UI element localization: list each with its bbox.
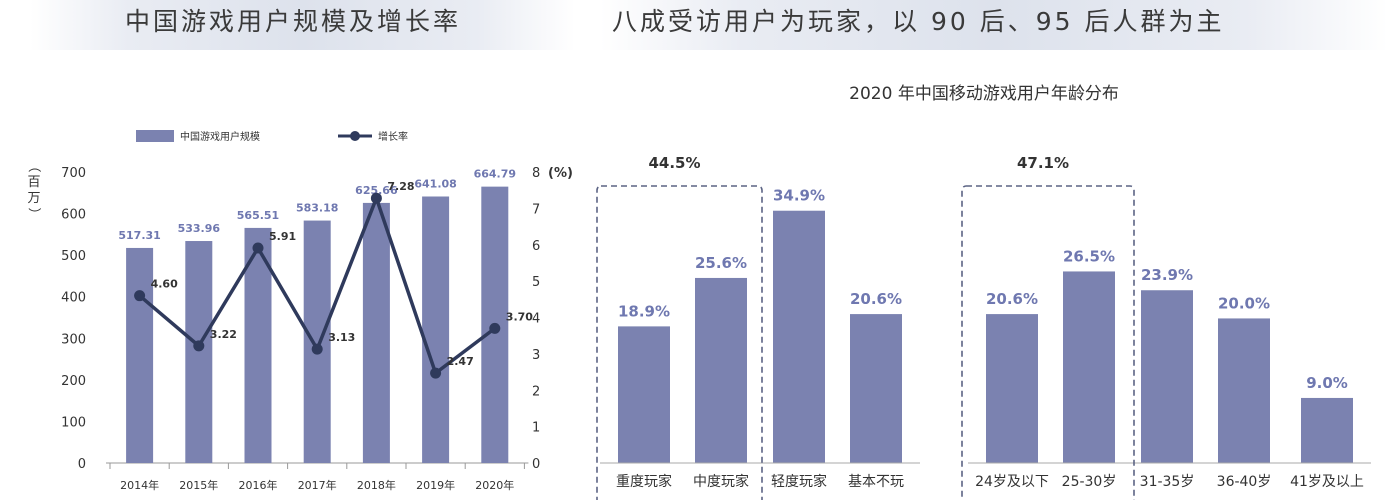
y-right-tick-label: 6 [532, 239, 540, 254]
right-title-band [600, 0, 1388, 50]
growth-rate-point [370, 192, 382, 204]
user-scale-bar-label: 641.08 [414, 177, 456, 190]
user-scale-bar [422, 196, 450, 463]
user-scale-bar [244, 227, 272, 463]
y-left-tick-label: 200 [61, 374, 86, 389]
growth-rate-point [311, 343, 323, 355]
growth-rate-point [134, 290, 146, 302]
distribution-bar [618, 326, 670, 463]
y-left-axis-label-char: （ [26, 159, 41, 172]
y-left-tick-label: 700 [61, 166, 86, 181]
distribution-bar-label: 23.9% [1141, 266, 1193, 284]
growth-rate-label: 5.91 [269, 230, 296, 243]
user-scale-bar-label: 565.51 [237, 209, 279, 222]
distribution-category-label: 31-35岁 [1140, 474, 1195, 490]
bracket-total-label: 47.1% [1017, 154, 1069, 172]
y-left-tick-label: 500 [61, 249, 86, 264]
distribution-bar [1063, 271, 1115, 463]
distribution-category-label: 基本不玩 [848, 473, 904, 490]
growth-rate-point [252, 242, 264, 254]
distribution-bar [695, 277, 747, 463]
growth-rate-label: 3.22 [210, 328, 237, 341]
distribution-bar [1141, 290, 1193, 463]
growth-rate-label: 7.28 [387, 180, 414, 193]
user-scale-bar-label: 664.79 [474, 168, 516, 181]
growth-rate-label: 2.47 [447, 355, 474, 368]
y-left-tick-label: 400 [61, 291, 86, 306]
distribution-bar-label: 9.0% [1306, 374, 1348, 392]
growth-rate-point [193, 340, 205, 352]
y-right-tick-label: 0 [532, 457, 540, 472]
user-scale-bar [126, 247, 154, 463]
distribution-category-label: 25-30岁 [1062, 474, 1117, 490]
distribution-bar [986, 314, 1038, 463]
legend-bar-label: 中国游戏用户规模 [180, 130, 260, 143]
user-scale-bar [362, 202, 390, 463]
x-tick-label: 2017年 [298, 478, 337, 492]
user-scale-bar-label: 533.96 [178, 222, 221, 235]
dashed-bracket [961, 185, 1135, 500]
distribution-bar-label: 26.5% [1063, 247, 1115, 265]
distribution-bar [850, 314, 902, 463]
age-chart-title: 2020 年中国移动游戏用户年龄分布 [849, 84, 1119, 104]
y-right-tick-label: 4 [532, 312, 540, 327]
distribution-bar [773, 210, 825, 463]
x-tick-label: 2016年 [239, 478, 278, 492]
x-tick-label: 2019年 [416, 478, 455, 492]
y-left-tick-label: 0 [78, 457, 86, 472]
distribution-bar-label: 20.0% [1218, 294, 1270, 312]
right-heading: 八成受访用户为玩家，以 90 后、95 后人群为主 [612, 7, 1225, 36]
x-tick-label: 2014年 [120, 478, 159, 492]
growth-rate-point [430, 367, 442, 379]
distribution-category-label: 24岁及以下 [975, 474, 1049, 490]
legend-bar-swatch [136, 130, 174, 142]
left-heading: 中国游戏用户规模及增长率 [125, 7, 462, 36]
y-left-axis-label-char: 万 [27, 191, 40, 206]
distribution-bar-label: 18.9% [618, 302, 670, 320]
user-scale-bar-label: 625.66 [355, 184, 398, 197]
y-right-axis-label: (%) [548, 166, 573, 181]
distribution-bar-label: 34.9% [773, 187, 825, 205]
y-right-tick-label: 1 [532, 421, 540, 436]
y-left-axis-label-char: 百 [27, 175, 40, 190]
y-left-tick-label: 100 [61, 415, 86, 430]
user-scale-bar-label: 517.31 [118, 229, 160, 242]
bracket-total-label: 44.5% [648, 154, 700, 172]
user-scale-bar-label: 583.18 [296, 202, 338, 215]
distribution-category-label: 轻度玩家 [771, 473, 827, 490]
growth-rate-label: 3.13 [328, 331, 355, 344]
distribution-bar-label: 20.6% [986, 290, 1038, 308]
user-scale-bar [185, 241, 213, 463]
distribution-bar [1218, 318, 1270, 463]
distribution-category-label: 中度玩家 [693, 473, 749, 490]
legend-line-label: 增长率 [378, 130, 408, 143]
y-right-tick-label: 3 [532, 348, 540, 363]
distribution-category-label: 重度玩家 [616, 473, 672, 490]
growth-rate-label: 4.60 [151, 278, 178, 291]
distribution-bar [1301, 397, 1353, 463]
growth-rate-label: 3.70 [506, 310, 533, 323]
x-tick-label: 2015年 [179, 478, 218, 492]
distribution-bar-label: 25.6% [695, 254, 747, 272]
y-left-axis-label-char: ） [26, 207, 41, 220]
legend-line-marker [350, 131, 360, 141]
x-tick-label: 2020年 [475, 478, 514, 492]
y-right-tick-label: 2 [532, 384, 540, 399]
x-tick-label: 2018年 [357, 478, 396, 492]
y-left-tick-label: 600 [61, 208, 86, 223]
user-scale-bar [303, 220, 331, 463]
distribution-category-label: 41岁及以上 [1290, 474, 1364, 490]
y-right-tick-label: 8 [532, 166, 540, 181]
distribution-category-label: 36-40岁 [1217, 474, 1272, 490]
y-right-tick-label: 7 [532, 202, 540, 217]
left-title-band [30, 0, 575, 50]
y-right-tick-label: 5 [532, 275, 540, 290]
y-left-tick-label: 300 [61, 332, 86, 347]
distribution-bar-label: 20.6% [850, 290, 902, 308]
growth-rate-point [489, 322, 501, 334]
